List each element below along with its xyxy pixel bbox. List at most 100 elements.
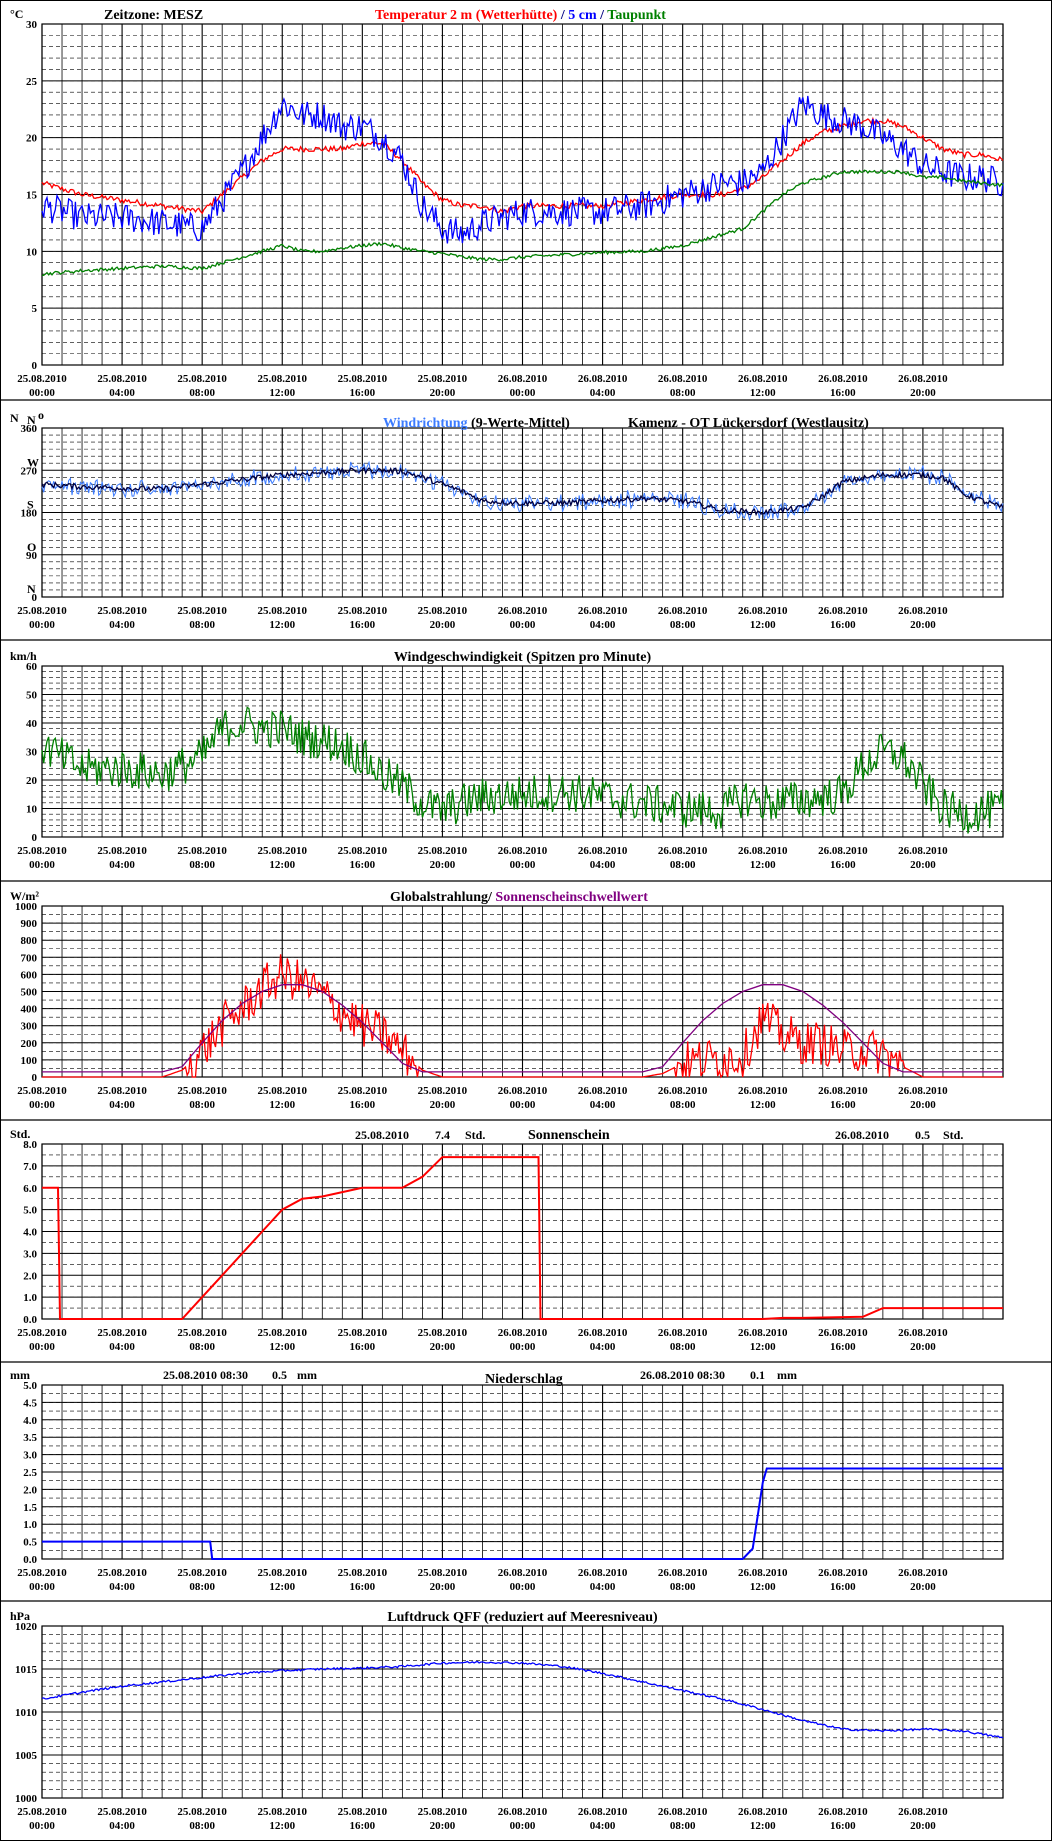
x-tick-date: 25.08.2010	[338, 1085, 388, 1097]
compass-label: S	[27, 498, 34, 512]
x-tick-time: 16:00	[830, 859, 856, 871]
y-tick-label: 7.0	[23, 1161, 37, 1173]
y-tick-label: 900	[21, 918, 38, 930]
series-line	[42, 1156, 1003, 1320]
series-line	[42, 984, 1003, 1073]
x-tick-date: 25.08.2010	[97, 1327, 147, 1339]
title-part: Taupunkt	[607, 8, 666, 23]
x-tick-time: 12:00	[750, 1341, 776, 1353]
unit-label: W/m²	[10, 889, 39, 903]
x-tick-time: 12:00	[269, 619, 295, 631]
day2-unit: mm	[777, 1368, 797, 1382]
x-tick-date: 25.08.2010	[177, 1327, 227, 1339]
x-tick-time: 12:00	[750, 1581, 776, 1593]
y-tick-label: 1.5	[23, 1502, 37, 1514]
day1-value: 0.5	[272, 1368, 287, 1382]
compass-label: W	[27, 455, 39, 469]
x-tick-time: 04:00	[590, 619, 616, 631]
y-tick-label: 360	[21, 423, 38, 435]
x-tick-date: 25.08.2010	[17, 1806, 67, 1818]
y-tick-label: 30	[26, 19, 38, 31]
x-tick-time: 04:00	[590, 859, 616, 871]
x-tick-date: 25.08.2010	[17, 1085, 67, 1097]
x-tick-time: 00:00	[29, 1581, 55, 1593]
day2-date: 26.08.2010	[835, 1128, 889, 1142]
x-tick-time: 08:00	[189, 1820, 215, 1832]
x-tick-time: 20:00	[430, 859, 456, 871]
y-tick-label: 90	[26, 550, 38, 562]
x-tick-date: 26.08.2010	[498, 1085, 548, 1097]
x-tick-time: 12:00	[269, 387, 295, 399]
y-tick-label: 25	[26, 76, 38, 88]
x-tick-date: 25.08.2010	[177, 1567, 227, 1579]
x-tick-date: 26.08.2010	[738, 1085, 788, 1097]
y-tick-label: 600	[21, 969, 38, 981]
x-tick-date: 26.08.2010	[578, 1567, 628, 1579]
title-part: /	[597, 8, 608, 23]
x-tick-time: 20:00	[430, 1820, 456, 1832]
y-tick-label: 100	[21, 1055, 38, 1067]
compass-label: O	[27, 540, 36, 554]
x-tick-time: 20:00	[910, 387, 936, 399]
x-tick-date: 25.08.2010	[258, 373, 308, 385]
y-tick-label: 5	[32, 303, 38, 315]
x-tick-time: 12:00	[269, 1820, 295, 1832]
x-tick-date: 26.08.2010	[578, 1806, 628, 1818]
unit-label: N	[10, 411, 19, 425]
y-tick-label: 3.0	[23, 1248, 37, 1260]
x-tick-time: 16:00	[830, 619, 856, 631]
y-tick-label: 180	[21, 508, 38, 520]
x-tick-time: 00:00	[510, 619, 536, 631]
x-tick-date: 26.08.2010	[498, 1567, 548, 1579]
y-tick-label: 50	[26, 690, 38, 702]
x-tick-time: 12:00	[269, 1581, 295, 1593]
day1-unit: mm	[297, 1368, 317, 1382]
series-line	[41, 1660, 1004, 1739]
x-tick-time: 12:00	[750, 387, 776, 399]
x-tick-date: 25.08.2010	[258, 1806, 308, 1818]
x-tick-date: 26.08.2010	[658, 605, 708, 617]
y-tick-label: 0	[32, 1072, 38, 1084]
series-line-raw	[41, 460, 1004, 522]
x-tick-time: 00:00	[510, 1581, 536, 1593]
unit-label: Std.	[10, 1127, 30, 1141]
x-tick-date: 26.08.2010	[498, 845, 548, 857]
x-tick-time: 00:00	[510, 1099, 536, 1111]
title-part: 5 cm	[568, 8, 597, 23]
x-tick-time: 16:00	[830, 1099, 856, 1111]
x-tick-time: 12:00	[750, 1820, 776, 1832]
x-tick-date: 25.08.2010	[177, 605, 227, 617]
x-tick-date: 25.08.2010	[258, 1327, 308, 1339]
chart-title: Niederschlag	[485, 1372, 563, 1387]
x-tick-date: 26.08.2010	[578, 845, 628, 857]
x-tick-date: 25.08.2010	[338, 373, 388, 385]
windspeed-panel: 605040302010025.08.201000:0025.08.201004…	[10, 649, 1004, 871]
unit-label: °C	[10, 7, 23, 21]
y-tick-label: 10	[26, 246, 38, 258]
x-tick-date: 26.08.2010	[818, 845, 868, 857]
x-tick-time: 04:00	[590, 1581, 616, 1593]
day1-date: 25.08.2010	[355, 1128, 409, 1142]
series-line	[41, 95, 1004, 244]
x-tick-date: 26.08.2010	[658, 1085, 708, 1097]
x-tick-date: 26.08.2010	[498, 373, 548, 385]
x-tick-time: 04:00	[590, 1099, 616, 1111]
x-tick-time: 00:00	[29, 1099, 55, 1111]
title-part: Globalstrahlung/	[390, 890, 495, 905]
series-line	[41, 466, 1004, 517]
x-tick-date: 25.08.2010	[418, 845, 468, 857]
x-tick-time: 16:00	[830, 1341, 856, 1353]
x-tick-date: 25.08.2010	[97, 373, 147, 385]
day2-unit: Std.	[943, 1128, 963, 1142]
day2-value: 0.1	[750, 1368, 765, 1382]
x-tick-time: 08:00	[670, 1581, 696, 1593]
y-tick-label: 0.5	[23, 1537, 37, 1549]
x-tick-date: 26.08.2010	[658, 373, 708, 385]
chart-title: Temperatur 2 m (Wetterhütte) / 5 cm / Ta…	[375, 8, 666, 23]
x-tick-date: 25.08.2010	[177, 1085, 227, 1097]
x-tick-time: 20:00	[430, 619, 456, 631]
winddir-panel: 36027018090025.08.201000:0025.08.201004:…	[10, 408, 1004, 631]
y-tick-label: 20	[26, 775, 38, 787]
